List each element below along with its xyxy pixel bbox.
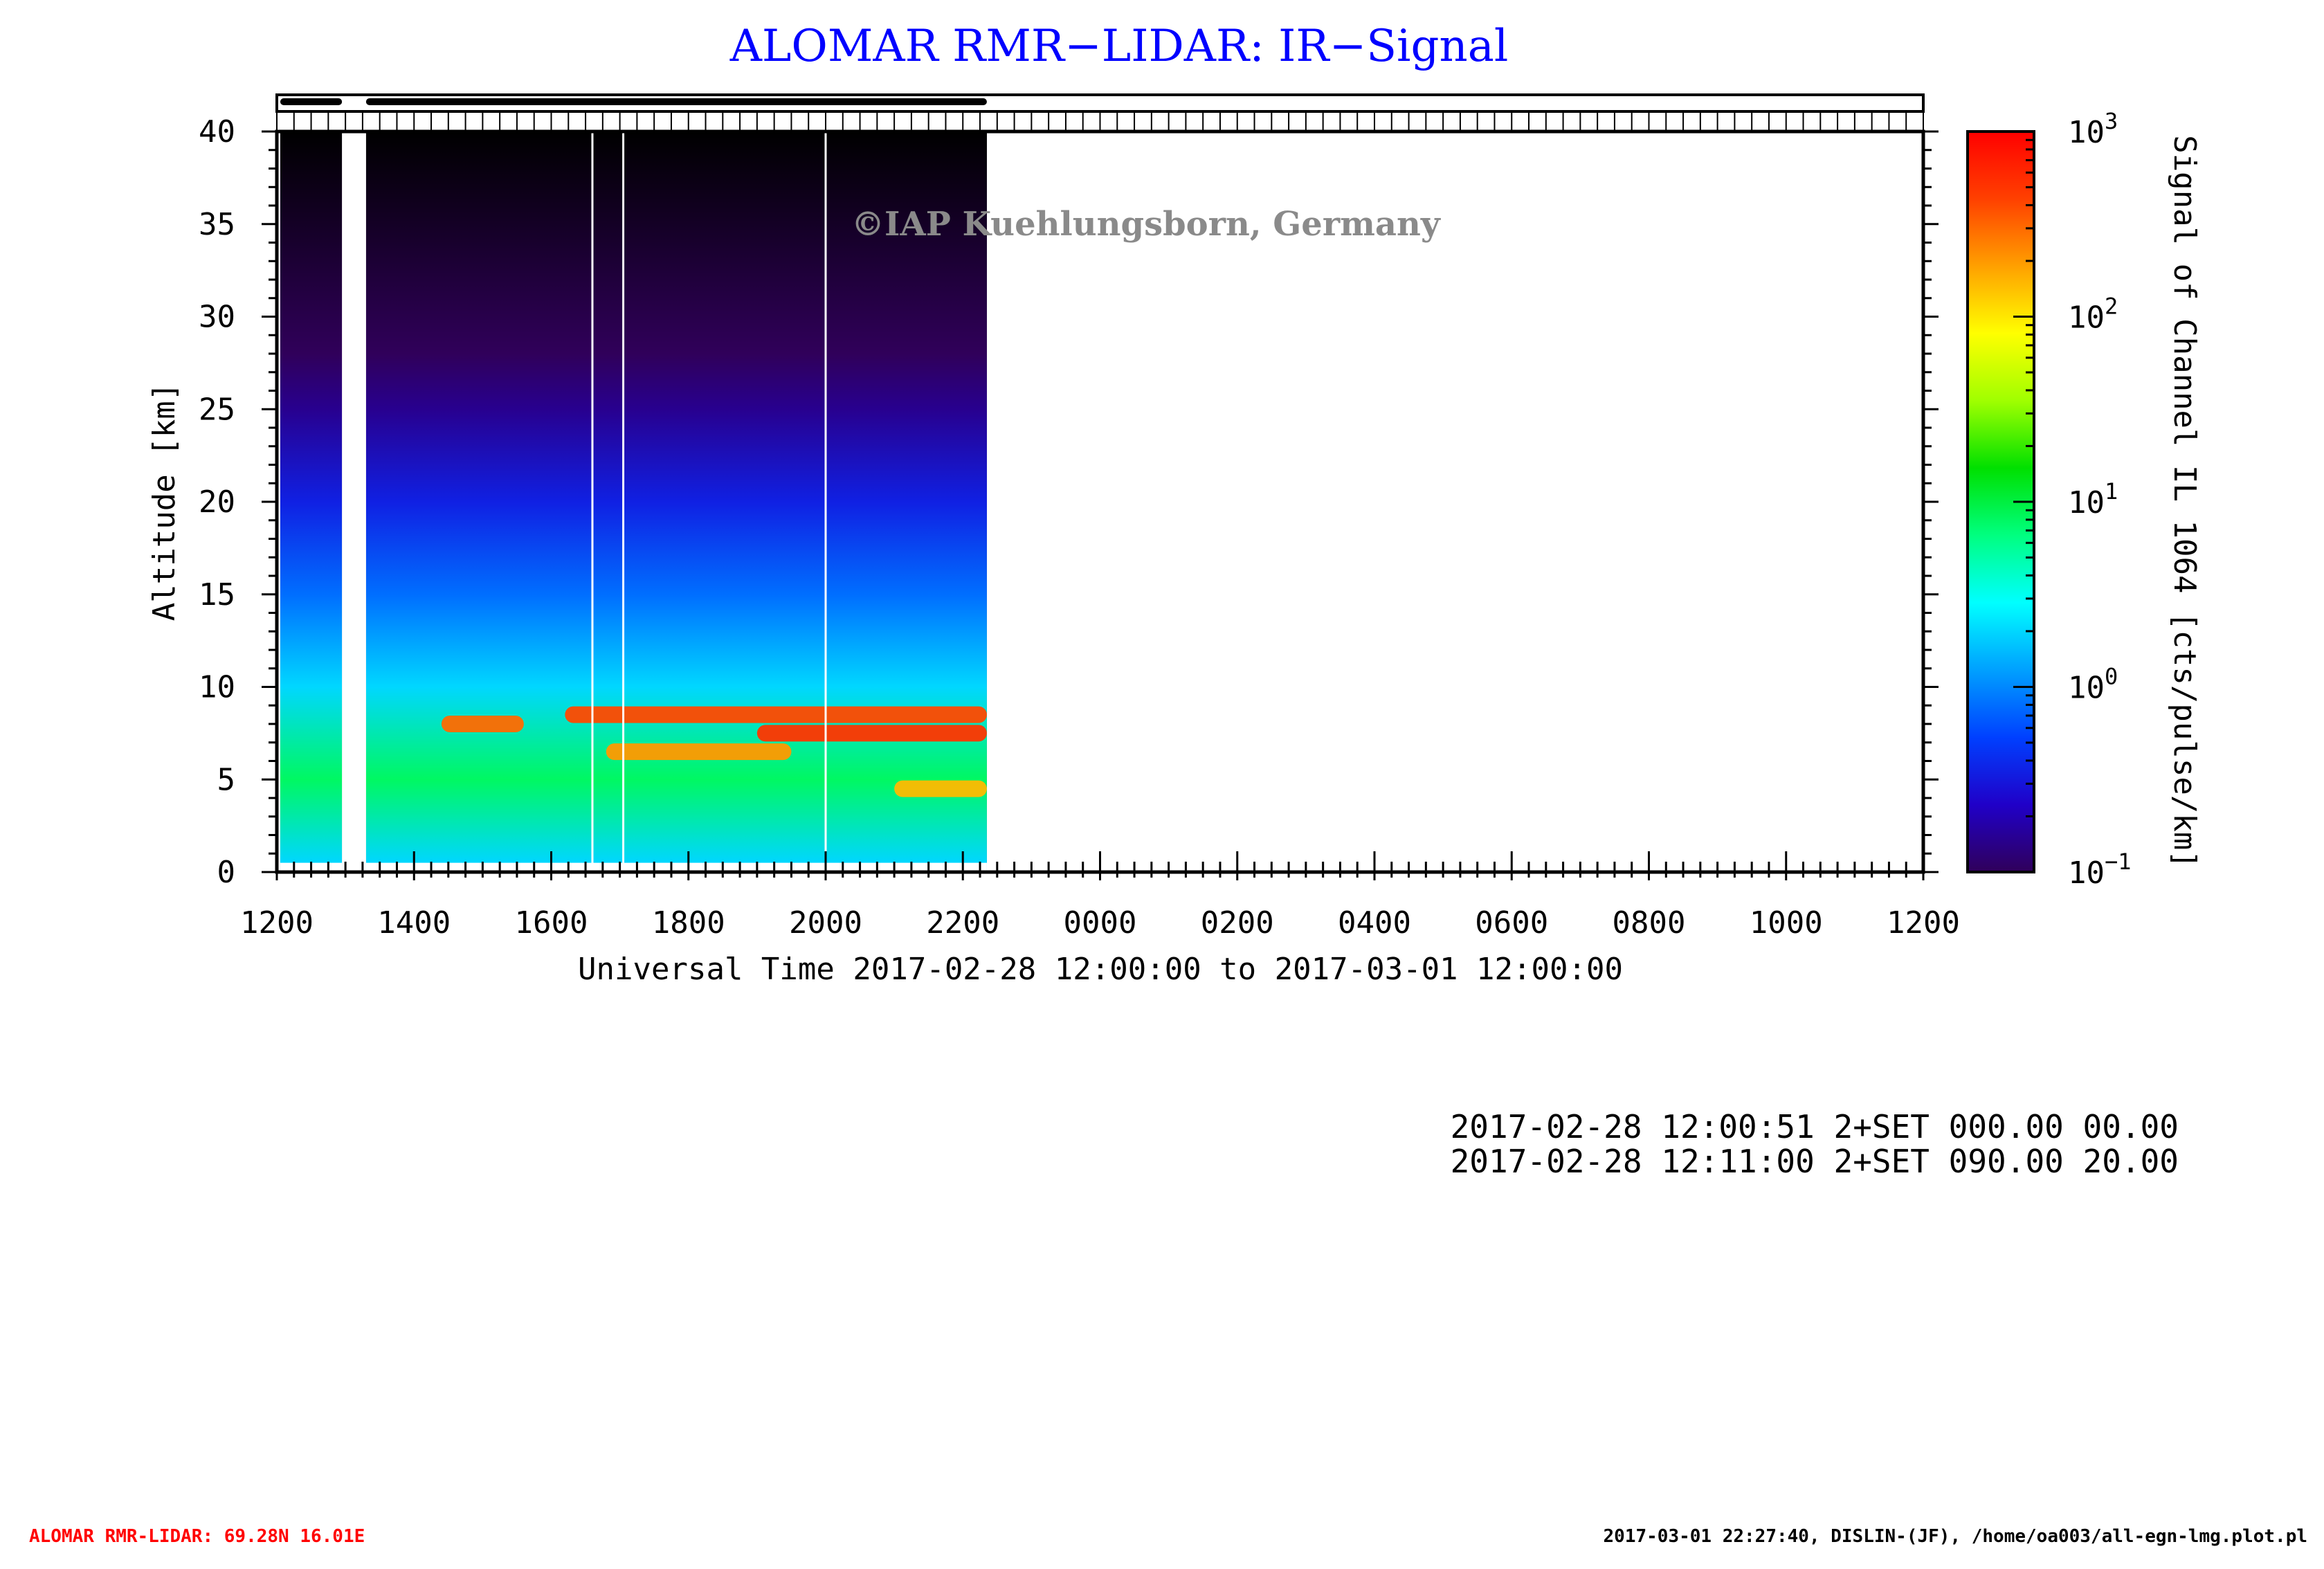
footer-render-info: 2017-03-01 22:27:40, DISLIN-(JF), /home/… [1604, 1526, 2307, 1547]
cloud-layer-2 [565, 706, 987, 723]
colorbar-frame [1966, 130, 2035, 873]
info-line-1: 2017-02-28 12:00:51 2+SET 000.00 00.00 [1451, 1108, 2179, 1145]
x-tick-label: 0600 [1475, 905, 1548, 941]
colorbar-tick-label: 101 [2068, 478, 2118, 520]
y-tick-label: 15 [199, 577, 235, 613]
colorbar-label: Signal of Channel IL 1064 [cts/pulse/km] [2167, 135, 2202, 869]
y-tick-label: 20 [199, 484, 235, 520]
x-tick-label: 0400 [1338, 905, 1411, 941]
y-tick-label: 0 [217, 855, 236, 890]
y-tick-label: 35 [199, 207, 235, 242]
y-axis-label: Altitude [km] [147, 383, 182, 621]
x-tick-label: 2000 [789, 905, 862, 941]
info-line-2: 2017-02-28 12:11:00 2+SET 090.00 20.00 [1451, 1143, 2179, 1180]
status-strip [275, 93, 1925, 131]
y-tick-label: 25 [199, 392, 235, 427]
x-axis-label: Universal Time 2017-02-28 12:00:00 to 20… [578, 952, 1623, 987]
cloud-layer-4 [756, 725, 987, 742]
heatmap-segment-lowest-gap [365, 862, 987, 872]
y-tick-label: 40 [199, 114, 235, 149]
x-tick-label: 0000 [1064, 905, 1137, 941]
colorbar-tick-label: 100 [2068, 664, 2118, 706]
cloud-layer [441, 706, 987, 797]
y-tick-label: 10 [199, 670, 235, 705]
x-tick-label: 1000 [1750, 905, 1823, 941]
heatmap-layer [280, 131, 987, 872]
y-tick-label: 30 [199, 300, 235, 335]
status-bar [365, 98, 987, 105]
colorbar: 103 102 101 100 10−1 Signal of Channel IL 10… [1966, 108, 2202, 891]
colorbar-tick-label: 10−1 [2068, 849, 2132, 891]
plot-area [262, 129, 1939, 880]
gap-layer [342, 131, 827, 872]
footer-location: ALOMAR RMR-LIDAR: 69.28N 16.01E [29, 1526, 365, 1547]
status-bars [280, 98, 987, 105]
cloud-layer-3 [606, 743, 792, 761]
x-tick-label: 1200 [240, 905, 314, 941]
x-tick-label: 1600 [515, 905, 588, 941]
y-tick-labels: 0 5 10 15 20 25 30 35 40 [199, 114, 235, 890]
heatmap-segment-1 [280, 131, 343, 872]
x-tick-label: 2200 [926, 905, 999, 941]
status-bar [280, 98, 343, 105]
x-tick-label: 1800 [652, 905, 725, 941]
data-gap [342, 131, 366, 872]
cloud-layer-1 [441, 716, 524, 732]
chart-title: ALOMAR RMR−LIDAR: IR−Signal [729, 21, 1509, 72]
x-tick-label: 0200 [1201, 905, 1274, 941]
colorbar-tick-label: 103 [2068, 108, 2118, 150]
status-strip-ticks [276, 111, 1924, 131]
cloud-layer-5 [894, 780, 987, 797]
colorbar-tick-labels: 103 102 101 100 10−1 [2068, 108, 2132, 891]
x-tick-label: 1400 [377, 905, 451, 941]
x-tick-labels: 1200 1400 1600 1800 2000 2200 0000 0200 0400 0600… [240, 905, 1960, 941]
plot-ticks [262, 130, 1939, 880]
colorbar-tick-label: 102 [2068, 293, 2118, 336]
watermark-text: ©IAP Kuehlungsborn, Germany [851, 205, 1442, 244]
x-tick-label: 0800 [1613, 905, 1686, 941]
x-tick-label: 1200 [1887, 905, 1960, 941]
y-tick-label: 5 [217, 762, 236, 797]
